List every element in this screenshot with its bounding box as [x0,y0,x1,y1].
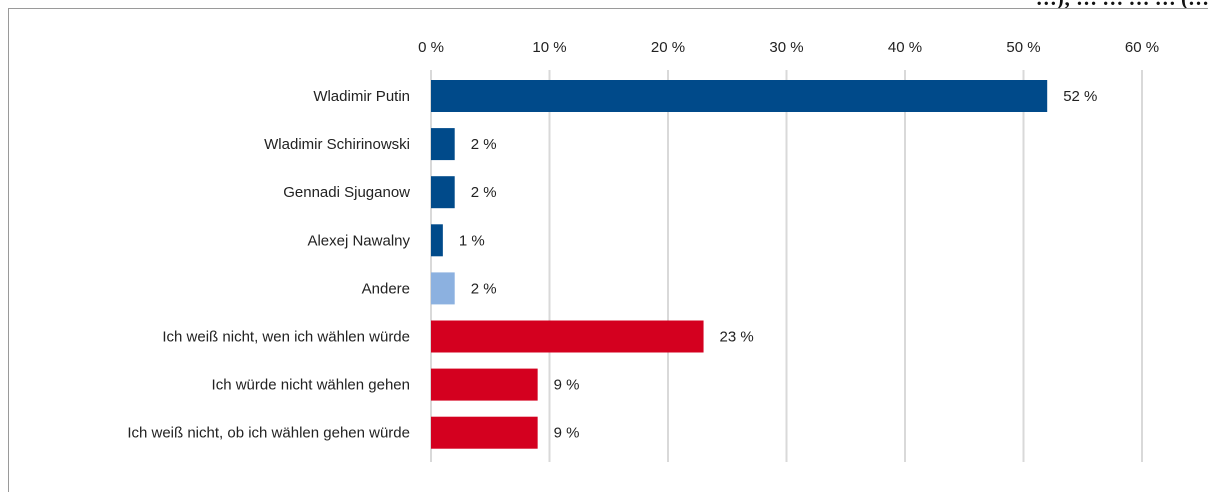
category-labels: Wladimir Putin Wladimir Schirinowski Genna… [127,88,410,442]
bar [431,176,455,209]
value-label: 2 % [471,280,497,297]
x-tick-label: 50 % [1006,39,1040,56]
x-tick-label: 20 % [651,39,685,56]
x-tick-label: 10 % [532,39,566,56]
bar [431,416,538,449]
x-axis-ticks: 0 % 10 % 20 % 30 % 40 % 50 % 60 % [418,39,1159,56]
gridlines [430,70,1143,462]
chart-frame [8,8,1208,492]
category-label: Andere [362,280,410,297]
value-label: 9 % [554,377,580,394]
bar [431,80,1048,112]
value-labels: 52 % 2 % 2 % 1 % 2 % 23 % 9 % 9 % [459,88,1098,442]
value-label: 9 % [554,425,580,442]
bar [431,320,704,353]
category-label: Wladimir Putin [313,88,410,105]
x-tick-label: 40 % [888,39,922,56]
value-label: 2 % [471,184,497,201]
category-label: Wladimir Schirinowski [264,136,410,153]
category-label: Alexej Nawalny [307,232,410,249]
category-label: Ich weiß nicht, ob ich wählen gehen würd… [127,425,410,442]
bar [431,368,538,401]
value-label: 1 % [459,232,485,249]
category-label: Gennadi Sjuganow [283,184,410,201]
bars [431,80,1048,449]
bar [431,272,455,305]
bar [431,128,455,161]
chart-title: …); … … … … (… [0,0,1209,8]
x-tick-label: 0 % [418,39,444,56]
category-label: Ich würde nicht wählen gehen [212,377,410,394]
value-label: 52 % [1063,88,1097,105]
value-label: 23 % [720,329,754,346]
value-label: 2 % [471,136,497,153]
x-tick-label: 60 % [1125,39,1159,56]
category-label: Ich weiß nicht, wen ich wählen würde [162,329,410,346]
bar [431,224,443,257]
x-tick-label: 30 % [769,39,803,56]
